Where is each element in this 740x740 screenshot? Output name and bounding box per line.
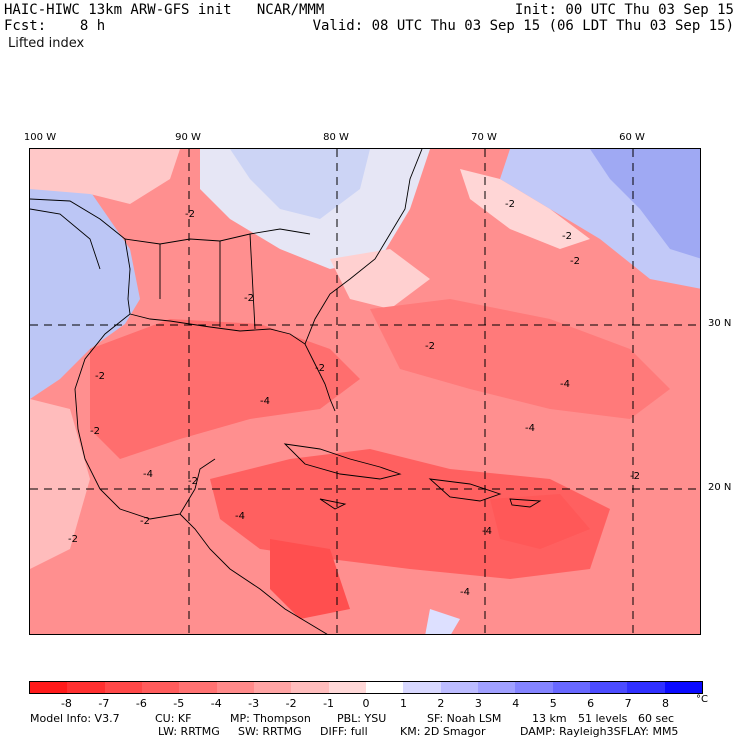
contour-label: -2 [90,426,100,437]
color-scale-swatch [589,682,628,693]
contour-label: -4 [460,587,470,598]
color-scale-label: -2 [285,697,297,710]
color-scale-label: 0 [362,697,370,710]
color-scale-label: 5 [549,697,557,710]
color-scale-swatch [552,682,590,693]
color-scale-swatch [30,682,68,693]
model-info-version: Model Info: V3.7 [30,712,120,725]
model-info-surface: SF: Noah LSM [427,712,502,725]
contour-label: -2 [630,471,640,482]
model-info-sflay: SFLAY: MM5 [613,725,679,738]
contour-label: -2 [95,371,105,382]
stable-regions [30,149,700,634]
lifted-index-map: -2 -2 -2 -2 -2 -2 -4 -4 -4 -4 -4 -2 -2 -… [29,148,701,635]
contour-label: -4 [525,423,535,434]
longitude-label: 80 W [323,132,349,143]
color-scale-swatch [365,682,404,693]
color-scale-label: -8 [60,697,72,710]
color-scale-swatch [141,682,180,693]
color-scale-swatch [477,682,516,693]
color-scale-swatch [664,682,702,693]
model-info-timestep: 60 sec [638,712,675,725]
model-info-cumulus: CU: KF [155,712,192,725]
color-scale-label: -3 [248,697,260,710]
model-info-levels: 51 levels [578,712,628,725]
color-scale-swatch [627,682,665,693]
color-scale-label: 4 [512,697,520,710]
color-scale-swatch [291,682,329,693]
model-info-pbl: PBL: YSU [337,712,387,725]
graticule [30,149,700,634]
contour-label: -2 [562,231,572,242]
model-title: HAIC-HIWC 13km ARW-GFS init NCAR/MMM [4,2,325,18]
color-scale-unit: °C [696,694,708,705]
forecast-hour: Fcst: 8 h [4,18,106,34]
longitude-label: 70 W [471,132,497,143]
color-scale-swatch [179,682,217,693]
contour-label: -2 [185,209,195,220]
color-scale-label: 1 [399,697,407,710]
color-scale-label: -6 [135,697,147,710]
longitude-label: 60 W [619,132,645,143]
contour-label: -4 [482,526,492,537]
contour-label: -2 [68,534,78,545]
color-scale-label: 6 [587,697,595,710]
unstable-regions [90,299,670,619]
map-canvas: -2 -2 -2 -2 -2 -2 -4 -4 -4 -4 -4 -2 -2 -… [30,149,700,634]
color-scale-label: 3 [474,697,482,710]
color-scale-label: -4 [210,697,222,710]
contour-label: -2 [425,341,435,352]
model-info-line-1: Model Info: V3.7 CU: KF MP: Thompson PBL: Y… [30,712,674,725]
color-scale-swatch [515,682,553,693]
color-scale-swatch [67,682,105,693]
color-scale-label: 7 [624,697,632,710]
color-scale-label: -7 [98,697,110,710]
latitude-label: 30 N [708,318,732,329]
model-info-line-2: LW: RRTMG SW: RRTMG DIFF: full KM: 2D Smago… [158,725,678,738]
color-scale-swatch [253,682,292,693]
init-time: Init: 00 UTC Thu 03 Sep 15 [514,2,734,18]
model-info-longwave: LW: RRTMG [158,725,220,738]
latitude-label: 20 N [708,482,732,493]
contour-label: -4 [143,469,153,480]
color-scale-label: -5 [173,697,185,710]
contour-label: -2 [244,293,254,304]
color-scale-swatch [403,682,441,693]
contour-label: -2 [188,476,198,487]
color-scale-swatch [104,682,142,693]
color-scale-label: 2 [437,697,445,710]
model-info-km: KM: 2D Smagor [400,725,486,738]
color-scale-bar [29,681,703,694]
valid-time: Valid: 08 UTC Thu 03 Sep 15 (06 LDT Thu … [312,18,734,34]
color-scale-label: -1 [323,697,335,710]
color-scale-label: 8 [662,697,670,710]
color-scale-swatch [328,682,366,693]
longitude-label: 90 W [175,132,201,143]
color-scale-swatch [216,682,254,693]
color-scale-swatch [440,682,478,693]
contour-label: -2 [505,199,515,210]
contour-label: -2 [570,256,580,267]
contour-label: -2 [315,363,325,374]
contour-label: -4 [235,511,245,522]
longitude-label: 100 W [23,132,57,143]
variable-name: Lifted index [8,36,85,51]
contour-label: -4 [260,396,270,407]
model-info-resolution: 13 km [532,712,567,725]
model-info-shortwave: SW: RRTMG [238,725,302,738]
model-info-microphysics: MP: Thompson [230,712,311,725]
model-info-damping: DAMP: Rayleigh3 [520,725,614,738]
model-info-diffusion: DIFF: full [320,725,368,738]
contour-label: -4 [560,379,570,390]
contour-label: -2 [140,516,150,527]
coastlines [30,149,542,634]
